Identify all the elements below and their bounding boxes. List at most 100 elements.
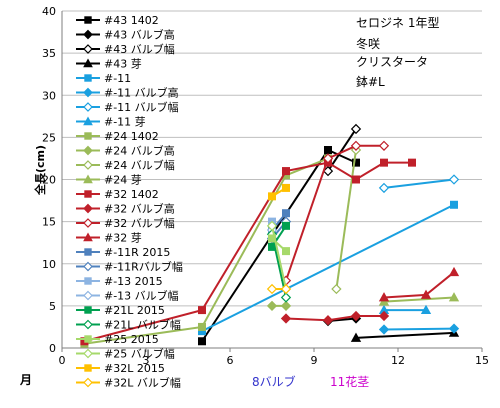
data-point [198, 337, 206, 346]
data-point [83, 145, 93, 156]
data-point [448, 174, 460, 185]
data-point [450, 200, 458, 209]
legend-label: #-11 バルブ高 [104, 86, 179, 100]
data-point [378, 324, 390, 335]
data-point [280, 300, 292, 312]
x-tick-label: 6 [227, 354, 234, 367]
legend-label: #24 1402 [104, 130, 159, 143]
legend-entry: #-11 バルブ幅 [76, 100, 179, 114]
data-point [350, 123, 362, 135]
tick-labels: 0 5 10 15 20 25 30 35 40 0 3 6 9 12 15 [42, 5, 489, 367]
legend-entry: #-13 2015 [76, 275, 163, 288]
x-tick-label: 9 [311, 354, 318, 367]
series-line [201, 203, 455, 333]
legend-entry: #32 1402 [76, 188, 159, 201]
data-point [266, 283, 278, 295]
legend-label: #43 1402 [104, 14, 159, 27]
legend-label: #25 2015 [104, 333, 159, 346]
legend-entry: #32L 2015 [76, 362, 165, 375]
data-point [380, 158, 388, 167]
data-point [84, 74, 92, 82]
data-point [83, 44, 93, 54]
data-point [268, 192, 276, 201]
legend-label: #32L バルブ幅 [104, 376, 181, 390]
legend-entry: #24 1402 [76, 130, 159, 143]
legend-label: #21L バルブ幅 [104, 318, 181, 332]
data-point [84, 132, 92, 140]
series-line [285, 314, 384, 322]
data-point [350, 332, 362, 342]
series-#43-1402 [198, 146, 360, 346]
annotations: セロジネ 1年型 冬咲 クリスタータ 鉢#L 全長(cm) 月 8バルブ 11花… [19, 16, 439, 389]
legend-entry: #24 バルブ高 [76, 144, 175, 158]
data-point [198, 322, 206, 331]
legend-label: #32 バルブ高 [104, 202, 175, 216]
legend-entry: #-11Rバルブ幅 [76, 260, 183, 274]
series-line [285, 144, 384, 281]
legend-label: #-13 2015 [104, 275, 163, 288]
y-tick-label: 0 [49, 342, 56, 355]
data-point [266, 220, 278, 231]
data-point [408, 158, 416, 167]
legend-entry: #25 2015 [76, 333, 159, 346]
legend-label: #43 バルブ高 [104, 28, 175, 42]
series-#32L-バルブ幅 [266, 283, 292, 295]
annotation-cristata: クリスタータ [356, 55, 428, 69]
data-point [420, 289, 432, 299]
y-tick-label: 40 [42, 5, 56, 18]
legend-entry: #32 芽 [76, 231, 142, 245]
data-point [84, 190, 92, 198]
axes [61, 11, 483, 352]
data-point [83, 319, 93, 330]
data-point [331, 283, 342, 295]
legend-entry: #32 バルブ高 [76, 202, 175, 216]
series-group [80, 123, 460, 348]
series-#-11-バルブ高 [378, 323, 460, 335]
legend-label: #32 芽 [104, 231, 142, 245]
y-tick-label: 5 [49, 300, 56, 313]
data-point [448, 266, 460, 277]
data-point [378, 310, 390, 322]
y-tick-label: 30 [42, 89, 56, 102]
series-#43-バルブ幅 [322, 123, 362, 177]
legend-label: #32 バルブ幅 [104, 216, 175, 230]
legend-label: #43 バルブ幅 [104, 42, 175, 56]
data-point [198, 306, 206, 315]
data-point [378, 182, 390, 194]
legend-label: #-11Rバルブ幅 [104, 260, 183, 274]
legend-label: #-11R 2015 [104, 246, 170, 259]
legend: #43 1402#43 バルブ高#43 バルブ幅#43 芽#-11#-11 バル… [76, 14, 183, 390]
legend-entry: #24 芽 [76, 173, 142, 187]
legend-label: #24 バルブ高 [104, 144, 175, 158]
legend-entry: #21L 2015 [76, 304, 165, 317]
bottom-label-bulb: 8バルブ [252, 374, 296, 389]
data-point [280, 283, 292, 295]
data-point [322, 315, 334, 326]
data-point [84, 16, 92, 24]
legend-label: #32L 2015 [104, 362, 165, 375]
y-tick-label: 35 [42, 47, 56, 60]
bottom-label-flower-stem: 11花茎 [330, 374, 369, 389]
data-point [83, 29, 93, 40]
series-#32-芽 [378, 266, 460, 302]
legend-entry: #43 バルブ高 [76, 28, 175, 42]
legend-entry: #43 1402 [76, 14, 159, 27]
legend-entry: #-11 バルブ高 [76, 86, 179, 100]
data-point [83, 203, 93, 214]
data-point [83, 116, 93, 126]
data-point [83, 174, 93, 184]
legend-entry: #-11 [76, 72, 131, 85]
series-line [271, 225, 287, 290]
data-point [420, 304, 432, 315]
series-#24-バルブ高 [266, 300, 292, 312]
data-point [83, 261, 93, 272]
series-line [335, 149, 357, 290]
data-point [83, 218, 93, 228]
data-point [282, 183, 290, 192]
legend-entry: #-13 バルブ幅 [76, 289, 179, 303]
series-#-11-バルブ幅 [378, 174, 460, 194]
data-point [322, 153, 334, 164]
x-tick-label: 15 [475, 354, 489, 367]
y-axis-label: 全長(cm) [33, 145, 47, 196]
legend-entry: #43 芽 [76, 57, 142, 71]
